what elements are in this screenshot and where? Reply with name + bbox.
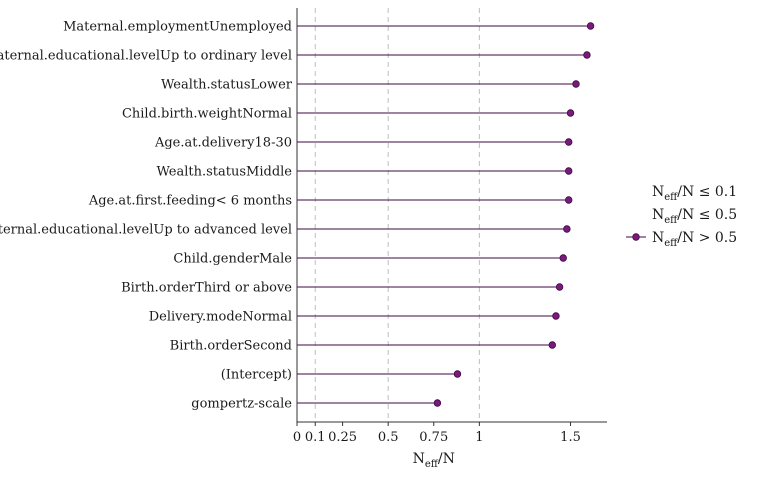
x-tick-label-5: 1 [475,430,483,445]
parameter-label-3: Child.birth.weightNormal [122,107,292,122]
x-axis-title: Neff/N [413,451,455,470]
legend-label-sub-1: eff [664,215,678,226]
legend-label-main-1: N [652,207,664,223]
legend-label-sub-0: eff [664,192,678,203]
reference-lines [314,8,480,422]
legend-label-sub-2: eff [664,238,678,249]
parameter-label-2: Wealth.statusLower [161,78,293,93]
point-12 [453,370,462,378]
legend-marker-2 [632,233,640,241]
x-tick-label-0: 0 [293,430,301,445]
x-tick-label-6: 1.5 [560,430,581,445]
legend-label-rest-0: /N ≤ 0.1 [677,184,737,200]
legend-label-rest-2: /N > 0.5 [677,230,737,246]
point-8 [559,254,567,262]
parameter-label-9: Birth.orderThird or above [121,281,292,296]
parameter-label-6: Age.at.first.feeding< 6 months [88,194,292,209]
legend-label-main-0: N [652,184,664,200]
x-tick-label-1: 0.1 [305,430,326,445]
x-tick-label-4: 0.75 [419,430,448,445]
x-tick-label-3: 0.5 [378,430,399,445]
legend-label-2: Neff/N > 0.5 [652,230,737,249]
x-axis-title-main: N [413,451,425,467]
parameter-label-5: Wealth.statusMiddle [156,165,292,180]
point-2 [572,80,580,88]
parameter-label-8: Child.genderMale [173,252,292,267]
parameter-label-7: Maternal.educational.levelUp to advanced… [0,223,292,238]
parameter-label-1: Maternal.educational.levelUp to ordinary… [0,49,292,64]
point-10 [552,312,560,320]
parameter-labels: Maternal.employmentUnemployed Maternal.ed… [0,20,293,412]
parameter-label-4: Age.at.delivery18-30 [154,136,292,151]
point-11 [548,341,556,349]
point-5 [565,167,573,175]
point-1 [583,51,591,59]
point-7 [563,225,571,233]
parameter-label-13: gompertz-scale [191,397,292,412]
legend-label-rest-1: /N ≤ 0.5 [677,207,737,223]
x-tick-label-2: 0.25 [328,430,357,445]
point-4 [565,138,573,146]
legend-label-0: Neff/N ≤ 0.1 [652,184,737,203]
point-9 [555,283,564,291]
point-0 [586,22,595,30]
lollipop-points [433,22,595,407]
parameter-label-12: (Intercept) [221,368,292,383]
point-13 [433,399,442,407]
axes [296,8,607,423]
parameter-label-11: Birth.orderSecond [170,339,292,354]
x-axis-title-subscript: eff [425,459,439,470]
legend-label-main-2: N [652,230,664,246]
legend-label-1: Neff/N ≤ 0.5 [652,207,737,226]
point-3 [566,109,575,117]
parameter-label-0: Maternal.employmentUnemployed [63,20,292,35]
x-axis-ticks: 0 0.1 0.25 0.5 0.75 1 1.5 [293,422,581,445]
parameter-label-10: Delivery.modeNormal [149,310,292,325]
x-axis-title-rest: /N [438,451,455,467]
lollipop-segments [297,25,591,404]
point-6 [565,196,573,204]
